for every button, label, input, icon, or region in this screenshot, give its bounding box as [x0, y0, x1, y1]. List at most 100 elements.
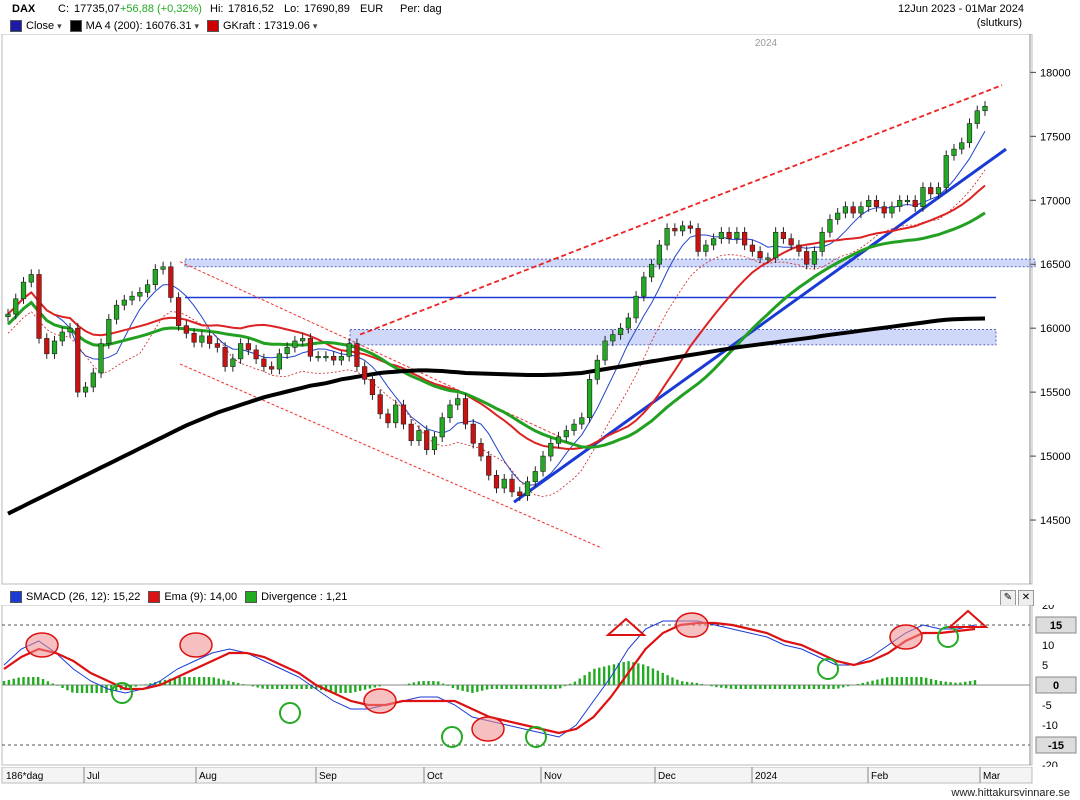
candle-body [206, 335, 213, 344]
divergence-bar [949, 682, 952, 685]
divergence-bar [490, 685, 494, 689]
lo-value: 17690,89 [304, 3, 350, 15]
candle-body [28, 274, 34, 283]
footer-url[interactable]: www.hittakursvinnare.se [951, 787, 1070, 799]
candle-body [524, 481, 531, 497]
chevron-down-icon[interactable]: ▾ [312, 20, 318, 31]
divergence-bar [471, 685, 474, 693]
candle-body [610, 334, 616, 342]
divergence-bar [461, 685, 464, 691]
candle-body [90, 372, 96, 388]
divergence-bar [66, 685, 69, 691]
candle-body [113, 304, 120, 320]
main-legend: Close ▾ MA 4 (200): 16076.31 ▾ GKraft : … [10, 19, 325, 33]
chevron-down-icon[interactable]: ▾ [194, 20, 199, 31]
divergence-bar [729, 685, 733, 689]
divergence-bar [158, 680, 162, 685]
divergence-bar [832, 685, 835, 689]
chevron-down-icon[interactable]: ▾ [57, 20, 62, 31]
divergence-bar [2, 681, 6, 685]
divergence-bar [607, 665, 611, 685]
divergence-bar [700, 683, 703, 685]
legend-ma200[interactable]: MA 4 (200): 16076.31 ▾ [69, 19, 199, 33]
legend-smacd-label: SMACD (26, 12): 15,22 [26, 591, 141, 603]
divergence-bar [666, 675, 669, 685]
divergence-bar [256, 685, 259, 688]
divergence-bar [617, 663, 621, 685]
divergence-bar [417, 681, 420, 685]
divergence-bar [715, 685, 718, 688]
candle-body [400, 404, 407, 425]
divergence-bar [920, 677, 923, 685]
axis-marker-label: 15 [1050, 620, 1062, 632]
legend-divergence-label: Divergence : 1,21 [261, 591, 348, 603]
divergence-bar [437, 681, 440, 685]
candle-body [835, 212, 841, 220]
legend-gkraft[interactable]: GKraft : 17319.06 ▾ [206, 19, 318, 33]
axis-marker-box [1035, 736, 1077, 754]
gkraft-swatch [206, 20, 219, 32]
legend-smacd[interactable]: SMACD (26, 12): 15,22 [10, 590, 140, 604]
candle-body [897, 199, 903, 207]
candle-body [881, 206, 887, 214]
wrench-icon[interactable]: ✎ [1000, 590, 1016, 606]
candle-body [586, 379, 593, 419]
ma-dotted-line [7, 169, 986, 497]
candle-body [532, 471, 538, 482]
candle-body [144, 284, 151, 293]
time-label: Nov [544, 771, 562, 782]
candle-body [315, 356, 321, 359]
y-tick-label: 14500 [1040, 515, 1071, 527]
candle-body [338, 356, 345, 361]
candle-body [121, 299, 127, 306]
ind-tick-label: 20 [1042, 605, 1054, 612]
divergence-bar [407, 683, 411, 685]
y-tick-label: 15000 [1040, 451, 1071, 463]
divergence-bar [695, 682, 699, 685]
buy-signal-marker [525, 726, 547, 748]
divergence-bar [193, 677, 196, 685]
candle-body [935, 187, 942, 195]
candle-body [555, 436, 562, 444]
support-zone-lower [349, 328, 997, 346]
close-icon[interactable]: ✕ [1018, 590, 1034, 606]
divergence-bar [90, 685, 94, 693]
ma-green-line [6, 211, 986, 449]
sell-signal-marker [675, 612, 709, 638]
close-swatch [10, 20, 22, 32]
divergence-bar [480, 685, 484, 691]
period-label: Per: dag [400, 3, 442, 15]
candle-body [711, 238, 717, 246]
buy-signal-marker [279, 702, 301, 724]
legend-close[interactable]: Close ▾ [10, 19, 62, 33]
candle-body [757, 251, 763, 259]
divergence-bar [378, 685, 381, 687]
candle-body [199, 335, 205, 343]
divergence-bar [588, 671, 591, 685]
divergence-bar [212, 677, 216, 685]
sell-signal-marker [889, 624, 923, 650]
time-label: Feb [871, 771, 889, 782]
price-chart[interactable]: 2024 14500 15000 15500 16000 16500 17000 17500… [0, 34, 1080, 586]
divergence-bar [637, 663, 640, 685]
candle-body [703, 244, 709, 252]
ind-tick-label: -5 [1042, 700, 1052, 712]
divergence-bar [812, 685, 816, 689]
divergence-bar [466, 685, 469, 692]
divergence-bar [817, 685, 821, 689]
divergence-bar [100, 685, 103, 693]
candle-body [36, 274, 42, 339]
divergence-bar [866, 681, 869, 685]
time-label: Aug [199, 771, 217, 782]
candle-body [44, 338, 50, 355]
candle-body [98, 343, 104, 374]
legend-ema[interactable]: Ema (9): 14,00 [148, 590, 237, 604]
candle-body [780, 231, 787, 239]
legend-divergence[interactable]: Divergence : 1,21 [245, 590, 347, 604]
candle-body [393, 404, 399, 424]
divergence-bar [534, 685, 538, 689]
divergence-bar [793, 685, 796, 689]
candle-body [749, 244, 755, 252]
candle-body [943, 155, 949, 188]
